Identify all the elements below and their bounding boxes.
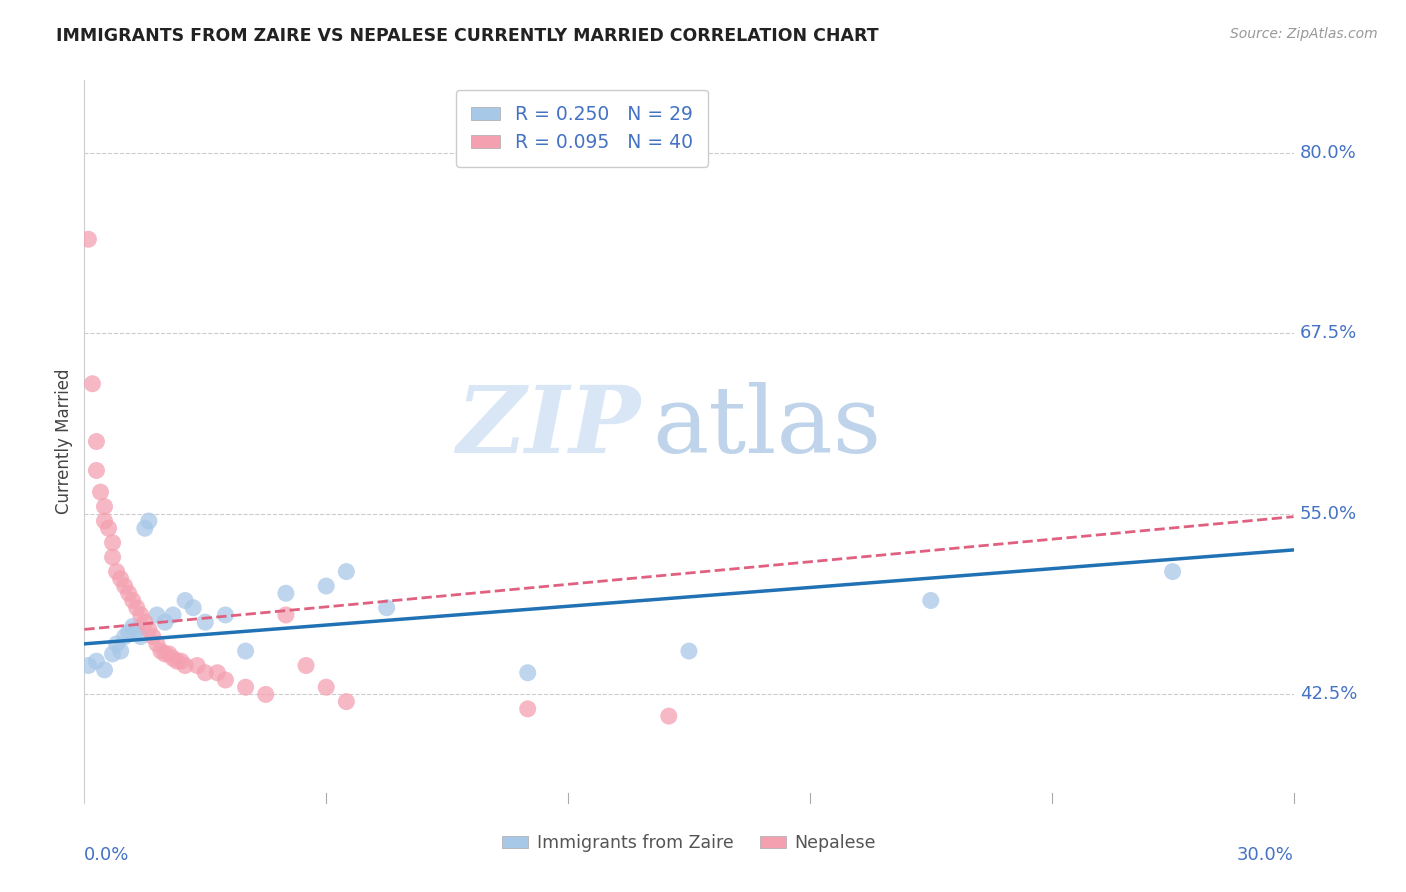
Legend: Immigrants from Zaire, Nepalese: Immigrants from Zaire, Nepalese <box>495 827 883 859</box>
Point <box>118 586 141 600</box>
Point <box>146 607 169 622</box>
Point <box>97 521 120 535</box>
Point <box>101 550 124 565</box>
Point <box>121 619 143 633</box>
Point <box>153 647 176 661</box>
Text: 0.0%: 0.0% <box>84 847 129 864</box>
Point <box>105 637 128 651</box>
Point <box>134 521 156 535</box>
Point <box>920 593 942 607</box>
Point <box>118 625 141 640</box>
Text: IMMIGRANTS FROM ZAIRE VS NEPALESE CURRENTLY MARRIED CORRELATION CHART: IMMIGRANTS FROM ZAIRE VS NEPALESE CURREN… <box>56 27 879 45</box>
Point <box>235 680 257 694</box>
Point <box>86 463 108 477</box>
Point <box>1161 565 1184 579</box>
Point <box>166 654 188 668</box>
Point <box>295 658 318 673</box>
Y-axis label: Currently Married: Currently Married <box>55 368 73 515</box>
Point <box>121 593 143 607</box>
Point <box>77 232 100 246</box>
Point <box>516 665 538 680</box>
Point <box>186 658 208 673</box>
Point <box>235 644 257 658</box>
Point <box>254 687 277 701</box>
Text: 80.0%: 80.0% <box>1299 144 1357 161</box>
Point <box>214 673 236 687</box>
Point <box>129 630 152 644</box>
Point <box>170 654 193 668</box>
Point <box>138 514 160 528</box>
Point <box>335 695 357 709</box>
Point <box>82 376 104 391</box>
Text: 67.5%: 67.5% <box>1299 324 1357 343</box>
Point <box>162 651 184 665</box>
Point <box>105 565 128 579</box>
Point <box>274 607 297 622</box>
Point <box>93 500 115 514</box>
Point <box>658 709 681 723</box>
Point <box>162 607 184 622</box>
Point <box>138 623 160 637</box>
Text: 42.5%: 42.5% <box>1299 685 1357 704</box>
Point <box>335 565 357 579</box>
Point <box>89 485 111 500</box>
Point <box>86 434 108 449</box>
Point <box>110 644 132 658</box>
Text: 55.0%: 55.0% <box>1299 505 1357 523</box>
Point <box>129 607 152 622</box>
Text: ZIP: ZIP <box>457 382 641 472</box>
Point <box>315 680 337 694</box>
Point <box>157 647 180 661</box>
Point <box>315 579 337 593</box>
Point <box>101 647 124 661</box>
Point <box>174 658 197 673</box>
Point <box>86 654 108 668</box>
Point <box>678 644 700 658</box>
Point <box>125 600 148 615</box>
Point <box>110 572 132 586</box>
Point <box>174 593 197 607</box>
Point <box>181 600 204 615</box>
Point <box>142 630 165 644</box>
Point <box>77 658 100 673</box>
Point <box>146 637 169 651</box>
Point <box>214 607 236 622</box>
Point <box>274 586 297 600</box>
Point <box>149 644 172 658</box>
Point <box>125 623 148 637</box>
Point <box>134 615 156 630</box>
Text: atlas: atlas <box>652 382 882 472</box>
Point <box>194 665 217 680</box>
Point <box>114 579 136 593</box>
Point <box>93 514 115 528</box>
Point <box>516 702 538 716</box>
Point <box>93 663 115 677</box>
Point <box>194 615 217 630</box>
Point <box>101 535 124 549</box>
Point <box>375 600 398 615</box>
Text: 30.0%: 30.0% <box>1237 847 1294 864</box>
Point <box>207 665 229 680</box>
Text: Source: ZipAtlas.com: Source: ZipAtlas.com <box>1230 27 1378 41</box>
Point <box>114 630 136 644</box>
Point <box>153 615 176 630</box>
